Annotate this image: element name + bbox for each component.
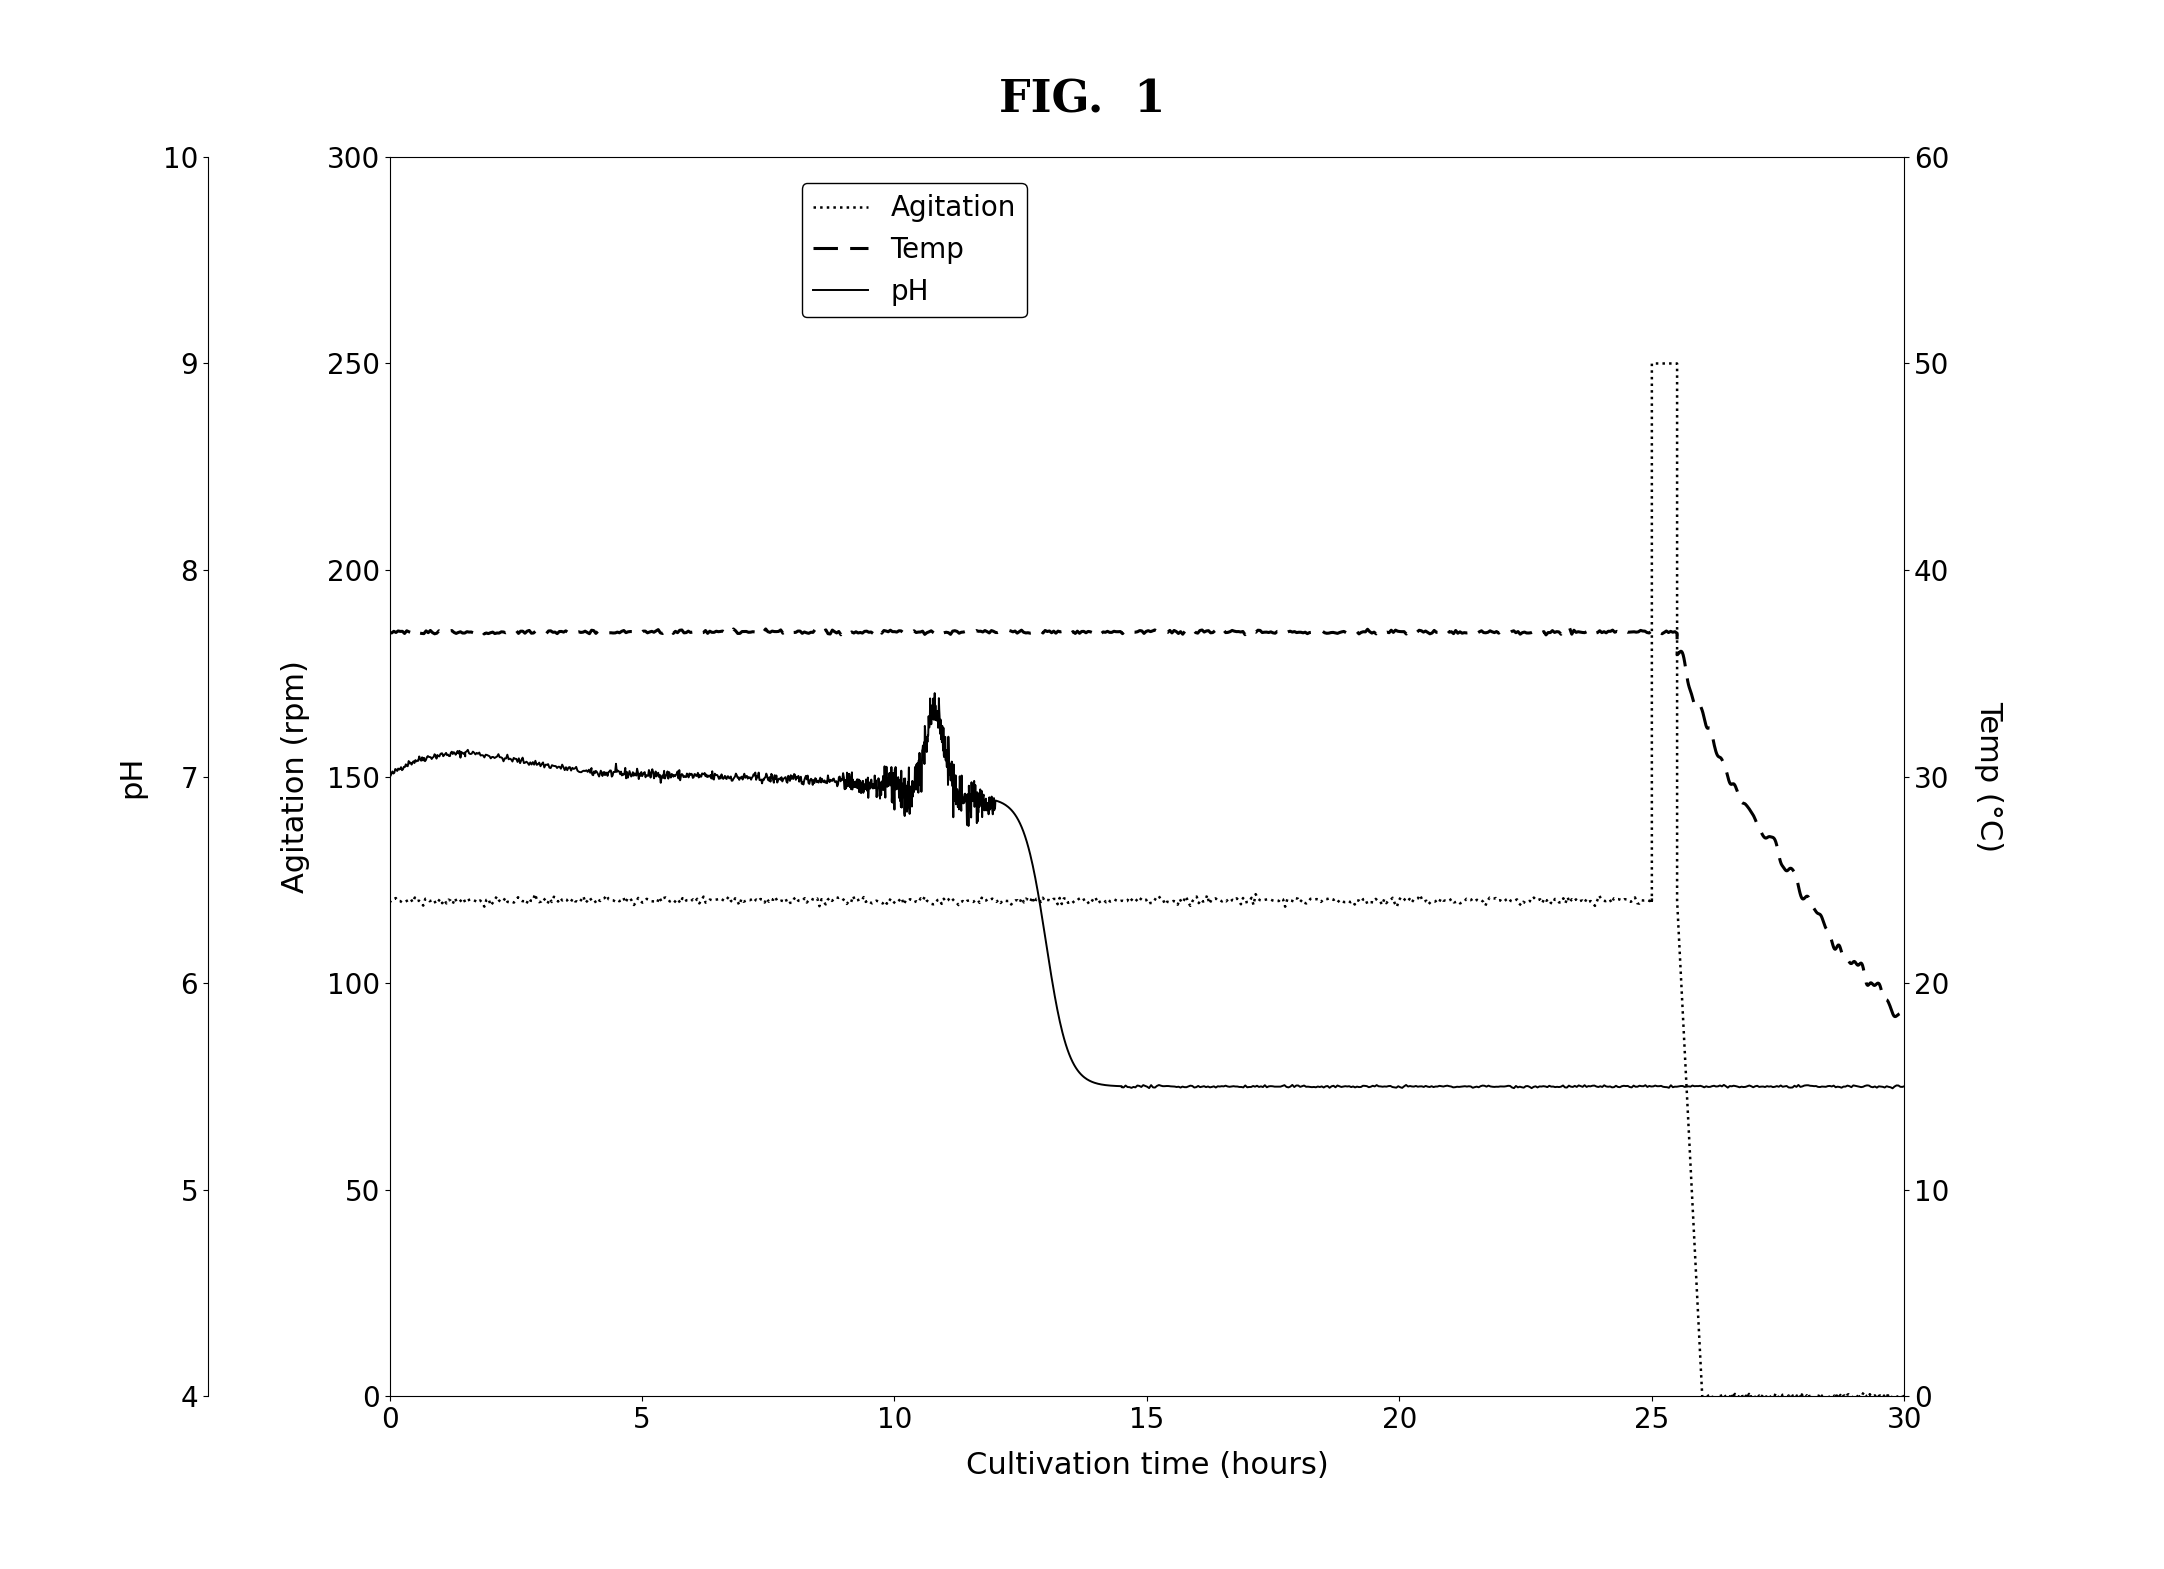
pH xyxy=(1147,1076,1173,1095)
pH xyxy=(868,774,894,792)
pH xyxy=(1681,1076,1707,1095)
Temp xyxy=(1723,780,1749,799)
Temp xyxy=(586,623,612,642)
Legend: Agitation, Temp, pH: Agitation, Temp, pH xyxy=(801,184,1028,317)
Agitation xyxy=(723,890,749,908)
pH xyxy=(377,766,403,784)
pH xyxy=(972,802,998,821)
Agitation xyxy=(1638,355,1664,373)
Agitation xyxy=(915,893,941,912)
Line: pH: pH xyxy=(390,693,1904,1089)
Temp xyxy=(1798,894,1824,913)
Temp xyxy=(879,623,905,642)
Temp xyxy=(1891,1007,1917,1026)
Temp xyxy=(1556,618,1582,637)
Agitation xyxy=(1891,1385,1917,1404)
Agitation xyxy=(1588,890,1614,908)
pH xyxy=(1469,1076,1495,1095)
Agitation xyxy=(1699,1387,1725,1406)
Agitation xyxy=(1803,1390,1829,1409)
pH xyxy=(922,684,948,703)
Line: Temp: Temp xyxy=(390,628,1904,1017)
pH xyxy=(1703,1076,1729,1095)
Y-axis label: Temp (°C): Temp (°C) xyxy=(1974,701,2004,852)
Agitation xyxy=(944,893,969,912)
Text: FIG.  1: FIG. 1 xyxy=(1000,78,1164,121)
Line: Agitation: Agitation xyxy=(390,364,1904,1400)
pH xyxy=(1891,1076,1917,1095)
X-axis label: Cultivation time (hours): Cultivation time (hours) xyxy=(965,1451,1329,1480)
Agitation xyxy=(1798,1387,1824,1406)
Temp xyxy=(1883,1007,1909,1026)
Y-axis label: pH: pH xyxy=(117,755,145,799)
pH xyxy=(1881,1079,1906,1098)
Agitation xyxy=(377,893,403,912)
Temp xyxy=(1694,719,1720,737)
Temp xyxy=(1201,621,1227,640)
Y-axis label: Agitation (rpm): Agitation (rpm) xyxy=(281,661,309,893)
Temp xyxy=(377,623,403,642)
